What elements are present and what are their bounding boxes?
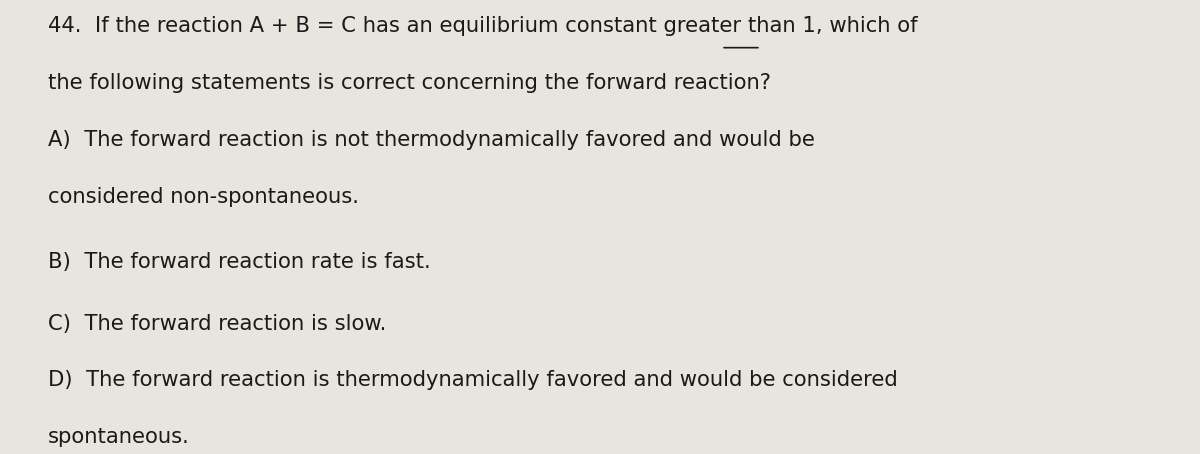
Text: A)  The forward reaction is not thermodynamically favored and would be: A) The forward reaction is not thermodyn… [48, 130, 815, 150]
Text: considered non-spontaneous.: considered non-spontaneous. [48, 187, 359, 207]
Text: C)  The forward reaction is slow.: C) The forward reaction is slow. [48, 314, 386, 334]
Text: the following statements is correct concerning the forward reaction?: the following statements is correct conc… [48, 73, 772, 93]
Text: 44.  If the reaction A + B = C has an equilibrium constant greater than 1, which: 44. If the reaction A + B = C has an equ… [48, 16, 918, 36]
Text: spontaneous.: spontaneous. [48, 427, 190, 447]
Text: D)  The forward reaction is thermodynamically favored and would be considered: D) The forward reaction is thermodynamic… [48, 370, 898, 390]
Text: B)  The forward reaction rate is fast.: B) The forward reaction rate is fast. [48, 252, 431, 272]
